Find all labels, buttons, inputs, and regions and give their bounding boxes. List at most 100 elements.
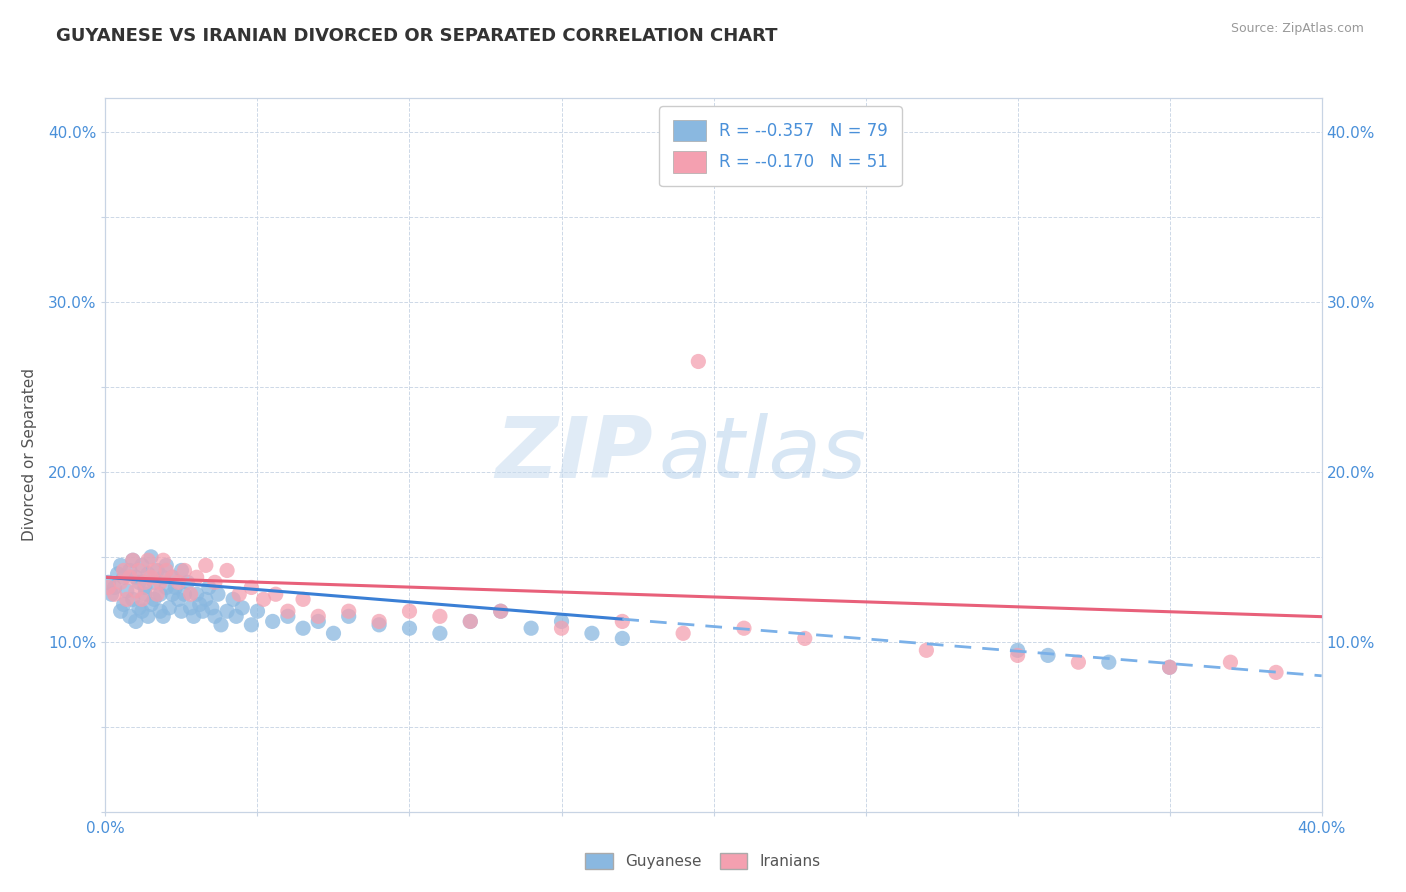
Point: [121, 592, 143, 607]
Point: [107, 566, 129, 581]
Point: [337, 604, 360, 618]
Point: [134, 581, 156, 595]
Point: [115, 583, 138, 598]
Point: [152, 609, 174, 624]
Point: [103, 581, 125, 595]
Point: [201, 600, 224, 615]
Point: [128, 564, 150, 578]
Point: [458, 615, 481, 629]
Point: [134, 587, 156, 601]
Point: [793, 632, 815, 646]
Point: [136, 553, 159, 567]
Point: [292, 621, 315, 635]
Point: [162, 587, 184, 601]
Point: [368, 615, 391, 629]
Point: [733, 621, 755, 635]
Point: [198, 581, 221, 595]
Point: [143, 564, 166, 578]
Point: [550, 621, 572, 635]
Point: [136, 566, 159, 581]
Point: [121, 553, 143, 567]
Point: [134, 575, 156, 590]
Point: [157, 600, 180, 615]
Point: [139, 570, 162, 584]
Point: [277, 604, 299, 618]
Point: [118, 609, 141, 624]
Point: [307, 609, 329, 624]
Point: [97, 575, 120, 590]
Point: [167, 575, 190, 590]
Point: [1159, 660, 1181, 674]
Point: [146, 587, 169, 601]
Point: [155, 564, 177, 578]
Point: [173, 564, 195, 578]
Point: [194, 558, 217, 573]
Point: [155, 581, 177, 595]
Point: [112, 598, 135, 612]
Point: [262, 615, 284, 629]
Point: [228, 587, 250, 601]
Point: [1067, 655, 1090, 669]
Point: [240, 581, 263, 595]
Point: [128, 575, 150, 590]
Point: [612, 615, 634, 629]
Point: [915, 643, 938, 657]
Point: [118, 564, 141, 578]
Point: [155, 558, 177, 573]
Point: [170, 604, 193, 618]
Legend: Guyanese, Iranians: Guyanese, Iranians: [579, 847, 827, 875]
Point: [131, 592, 153, 607]
Point: [186, 587, 208, 601]
Text: GUYANESE VS IRANIAN DIVORCED OR SEPARATED CORRELATION CHART: GUYANESE VS IRANIAN DIVORCED OR SEPARATE…: [56, 27, 778, 45]
Point: [489, 604, 512, 618]
Point: [429, 626, 451, 640]
Point: [118, 570, 141, 584]
Point: [180, 600, 202, 615]
Text: ZIP: ZIP: [495, 413, 652, 497]
Point: [110, 575, 132, 590]
Point: [125, 583, 148, 598]
Point: [191, 604, 214, 618]
Point: [398, 621, 420, 635]
Point: [277, 609, 299, 624]
Point: [1007, 648, 1029, 663]
Point: [194, 592, 217, 607]
Point: [550, 615, 572, 629]
Point: [217, 604, 239, 618]
Point: [1007, 643, 1029, 657]
Point: [121, 553, 143, 567]
Point: [173, 587, 195, 601]
Point: [240, 617, 263, 632]
Point: [115, 592, 138, 607]
Point: [204, 575, 226, 590]
Text: atlas: atlas: [659, 413, 868, 497]
Point: [292, 592, 315, 607]
Point: [149, 604, 172, 618]
Point: [1036, 648, 1059, 663]
Point: [149, 575, 172, 590]
Point: [152, 553, 174, 567]
Point: [188, 598, 211, 612]
Point: [152, 570, 174, 584]
Point: [204, 609, 226, 624]
Point: [337, 609, 360, 624]
Point: [143, 575, 166, 590]
Point: [167, 592, 190, 607]
Point: [143, 592, 166, 607]
Point: [672, 626, 695, 640]
Point: [1159, 660, 1181, 674]
Point: [125, 615, 148, 629]
Point: [1265, 665, 1288, 680]
Point: [110, 604, 132, 618]
Point: [1098, 655, 1121, 669]
Point: [131, 558, 153, 573]
Point: [176, 575, 198, 590]
Point: [100, 587, 122, 601]
Point: [252, 592, 274, 607]
Point: [612, 632, 634, 646]
Point: [458, 615, 481, 629]
Point: [688, 354, 710, 368]
Point: [128, 600, 150, 615]
Point: [520, 621, 543, 635]
Point: [307, 615, 329, 629]
